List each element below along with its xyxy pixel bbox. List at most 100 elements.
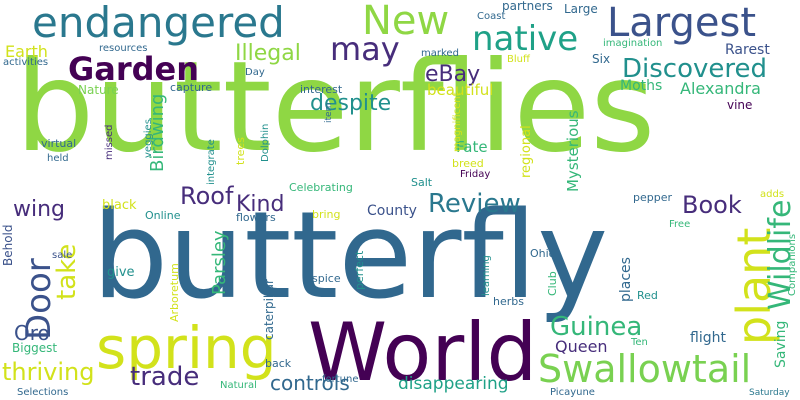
word-capture: capture — [170, 81, 212, 94]
word-free: Free — [669, 219, 690, 230]
word-rarest: Rarest — [725, 42, 770, 58]
word-beautiful: beautiful — [427, 81, 493, 99]
word-back: back — [265, 357, 292, 370]
word-flight: flight — [690, 330, 726, 346]
word-trade: trade — [130, 362, 199, 392]
word-may: may — [330, 30, 400, 68]
word-bring: bring — [312, 208, 341, 221]
word-imagination: imagination — [603, 38, 662, 49]
word-sale: sale — [52, 250, 72, 261]
word-biggest: Biggest — [12, 341, 57, 355]
word-disappearing: disappearing — [398, 374, 509, 394]
word-pepper: pepper — [633, 191, 672, 204]
word-club: Club — [546, 271, 559, 296]
word-perfect: perfect — [353, 250, 366, 290]
word-arboretum: Arboretum — [168, 263, 181, 322]
word-integrate: integrate — [206, 139, 217, 185]
word-controls: controls — [270, 371, 350, 395]
word-interest: interest — [300, 83, 343, 96]
word-spring: spring — [96, 314, 277, 382]
word-swallowtail: Swallowtail — [538, 347, 751, 391]
word-nature: Nature — [78, 83, 119, 97]
word-online: Online — [145, 209, 181, 222]
word-guinea: Guinea — [550, 312, 642, 342]
word-natural: Natural — [220, 380, 257, 391]
word-item: item — [324, 103, 334, 123]
word-caterpillar: caterpillar — [262, 279, 276, 340]
word-queen: Queen — [555, 337, 608, 356]
word-selections: Selections — [17, 387, 68, 398]
word-mysterious: Mysterious — [564, 110, 582, 192]
word-salt: Salt — [411, 176, 433, 189]
word-herbs: herbs — [493, 295, 524, 308]
word-ten: Ten — [630, 337, 648, 348]
word-world: World — [308, 306, 537, 399]
word-endangered: endangered — [32, 0, 285, 47]
word-despite: despite — [310, 91, 391, 116]
word-dolphin: Dolphin — [260, 124, 271, 162]
word-regional: regional — [519, 125, 534, 178]
word-marked: marked — [421, 48, 459, 59]
word-six: Six — [592, 52, 610, 66]
word-friday: Friday — [460, 169, 490, 180]
word-picayune: Picayune — [550, 387, 595, 398]
word-places: places — [618, 257, 634, 302]
word-alexandra: Alexandra — [680, 79, 761, 98]
word-learning: learning — [481, 255, 492, 296]
word-door: Door — [19, 258, 59, 340]
word-bluff: Bluff — [507, 54, 531, 65]
word-kind: Kind — [236, 192, 284, 217]
word-saturday: Saturday — [749, 388, 790, 398]
word-birdwing: Birdwing — [147, 94, 168, 172]
word-oro: Oro — [14, 321, 50, 345]
word-review: Review — [428, 189, 521, 219]
word-missed: missed — [104, 125, 115, 160]
word-resources: resources — [99, 43, 147, 54]
word-celebrating: Celebrating — [289, 181, 353, 194]
word-veggies: veggies — [143, 119, 154, 158]
word-illegal: Illegal — [235, 41, 301, 66]
word-day: Day — [245, 67, 265, 78]
word-thriving: thriving — [2, 358, 94, 386]
word-ohio: Ohio — [530, 247, 556, 260]
word-spice: spice — [312, 272, 341, 285]
word-give: give — [107, 265, 135, 280]
word-wildlife: Wildlife — [763, 200, 798, 310]
word-parsley: Parsley — [209, 230, 230, 295]
word-garden: Garden — [68, 50, 199, 88]
word-red: Red — [637, 289, 658, 302]
word-flowers: flowers — [236, 211, 276, 224]
word-partners: partners — [502, 0, 553, 13]
word-large: Large — [564, 2, 598, 16]
word-saving: Saving — [773, 321, 789, 368]
word-plant: plant — [727, 228, 781, 345]
word-take: take — [52, 244, 82, 300]
word-virtual: virtual — [41, 137, 76, 150]
word-companions: Companions — [787, 234, 798, 296]
word-native: native — [472, 19, 578, 59]
word-fortune: fortune — [322, 374, 359, 385]
word-black: black — [102, 198, 137, 213]
word-butterfly: butterfly — [92, 187, 608, 326]
word-fate: Fate — [456, 138, 488, 156]
word-county: County — [367, 203, 417, 219]
word-moths: Moths — [620, 78, 662, 94]
word-breed: breed — [452, 157, 484, 170]
word-discovered: Discovered — [622, 54, 767, 84]
word-trees: trees — [234, 137, 247, 165]
word-roof: Roof — [180, 182, 234, 210]
word-ebay: eBay — [425, 62, 480, 87]
word-wing: wing — [13, 197, 65, 222]
word-adds: adds — [760, 189, 784, 200]
word-held: held — [47, 153, 69, 164]
word-new: New — [362, 0, 449, 44]
word-vine: vine — [727, 98, 752, 112]
word-coast: Coast — [477, 11, 505, 22]
word-butterflies: butterflies — [15, 35, 655, 180]
word-earth: Earth — [5, 42, 48, 61]
word-activities: activities — [3, 57, 48, 68]
word-magnificent: magnificent — [452, 92, 463, 152]
